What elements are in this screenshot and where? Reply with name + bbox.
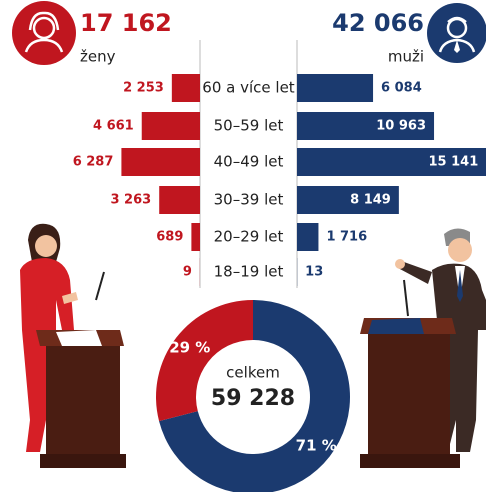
man-speaker [360,228,486,468]
bar [172,74,200,102]
value-label: 3 263 [110,193,151,208]
bar [191,223,200,251]
legend-label: muži [388,48,424,66]
category-label: 50–59 let [214,117,284,135]
center-total: 59 228 [211,386,295,411]
value-label: 8 149 [350,193,391,208]
category-label: 18–19 let [214,263,284,281]
total: 17 162 [80,9,172,37]
bar [297,223,318,251]
category-label: 60 a více let [202,79,294,97]
value-label: 15 141 [428,155,478,170]
value-label: 6 084 [381,81,422,96]
value-label: 6 287 [73,155,114,170]
value-label: 71 % [296,437,337,455]
value-label: 2 253 [123,81,164,96]
bar [142,112,200,140]
value-label: 13 [305,265,323,280]
bar [297,74,373,102]
category-label: 20–29 let [214,228,284,246]
legend-label: ženy [80,48,116,66]
woman-icon [12,1,76,65]
value-label: 9 [183,265,192,280]
woman-speaker [20,224,126,468]
value-label: 4 661 [93,119,134,134]
value-label: 689 [156,230,183,245]
man-icon [427,3,486,63]
category-label: 30–39 let [214,191,284,209]
bar [121,148,200,176]
value-label: 10 963 [376,119,426,134]
value-label: 1 716 [326,230,367,245]
category-label: 40–49 let [214,153,284,171]
value-label: 29 % [169,338,210,356]
infographic: 17 162 ženy 42 066 muži 60 a více let 2 253 6 … [0,0,486,492]
bar [159,186,200,214]
center-label: celkem [226,364,280,382]
total: 42 066 [332,9,424,37]
